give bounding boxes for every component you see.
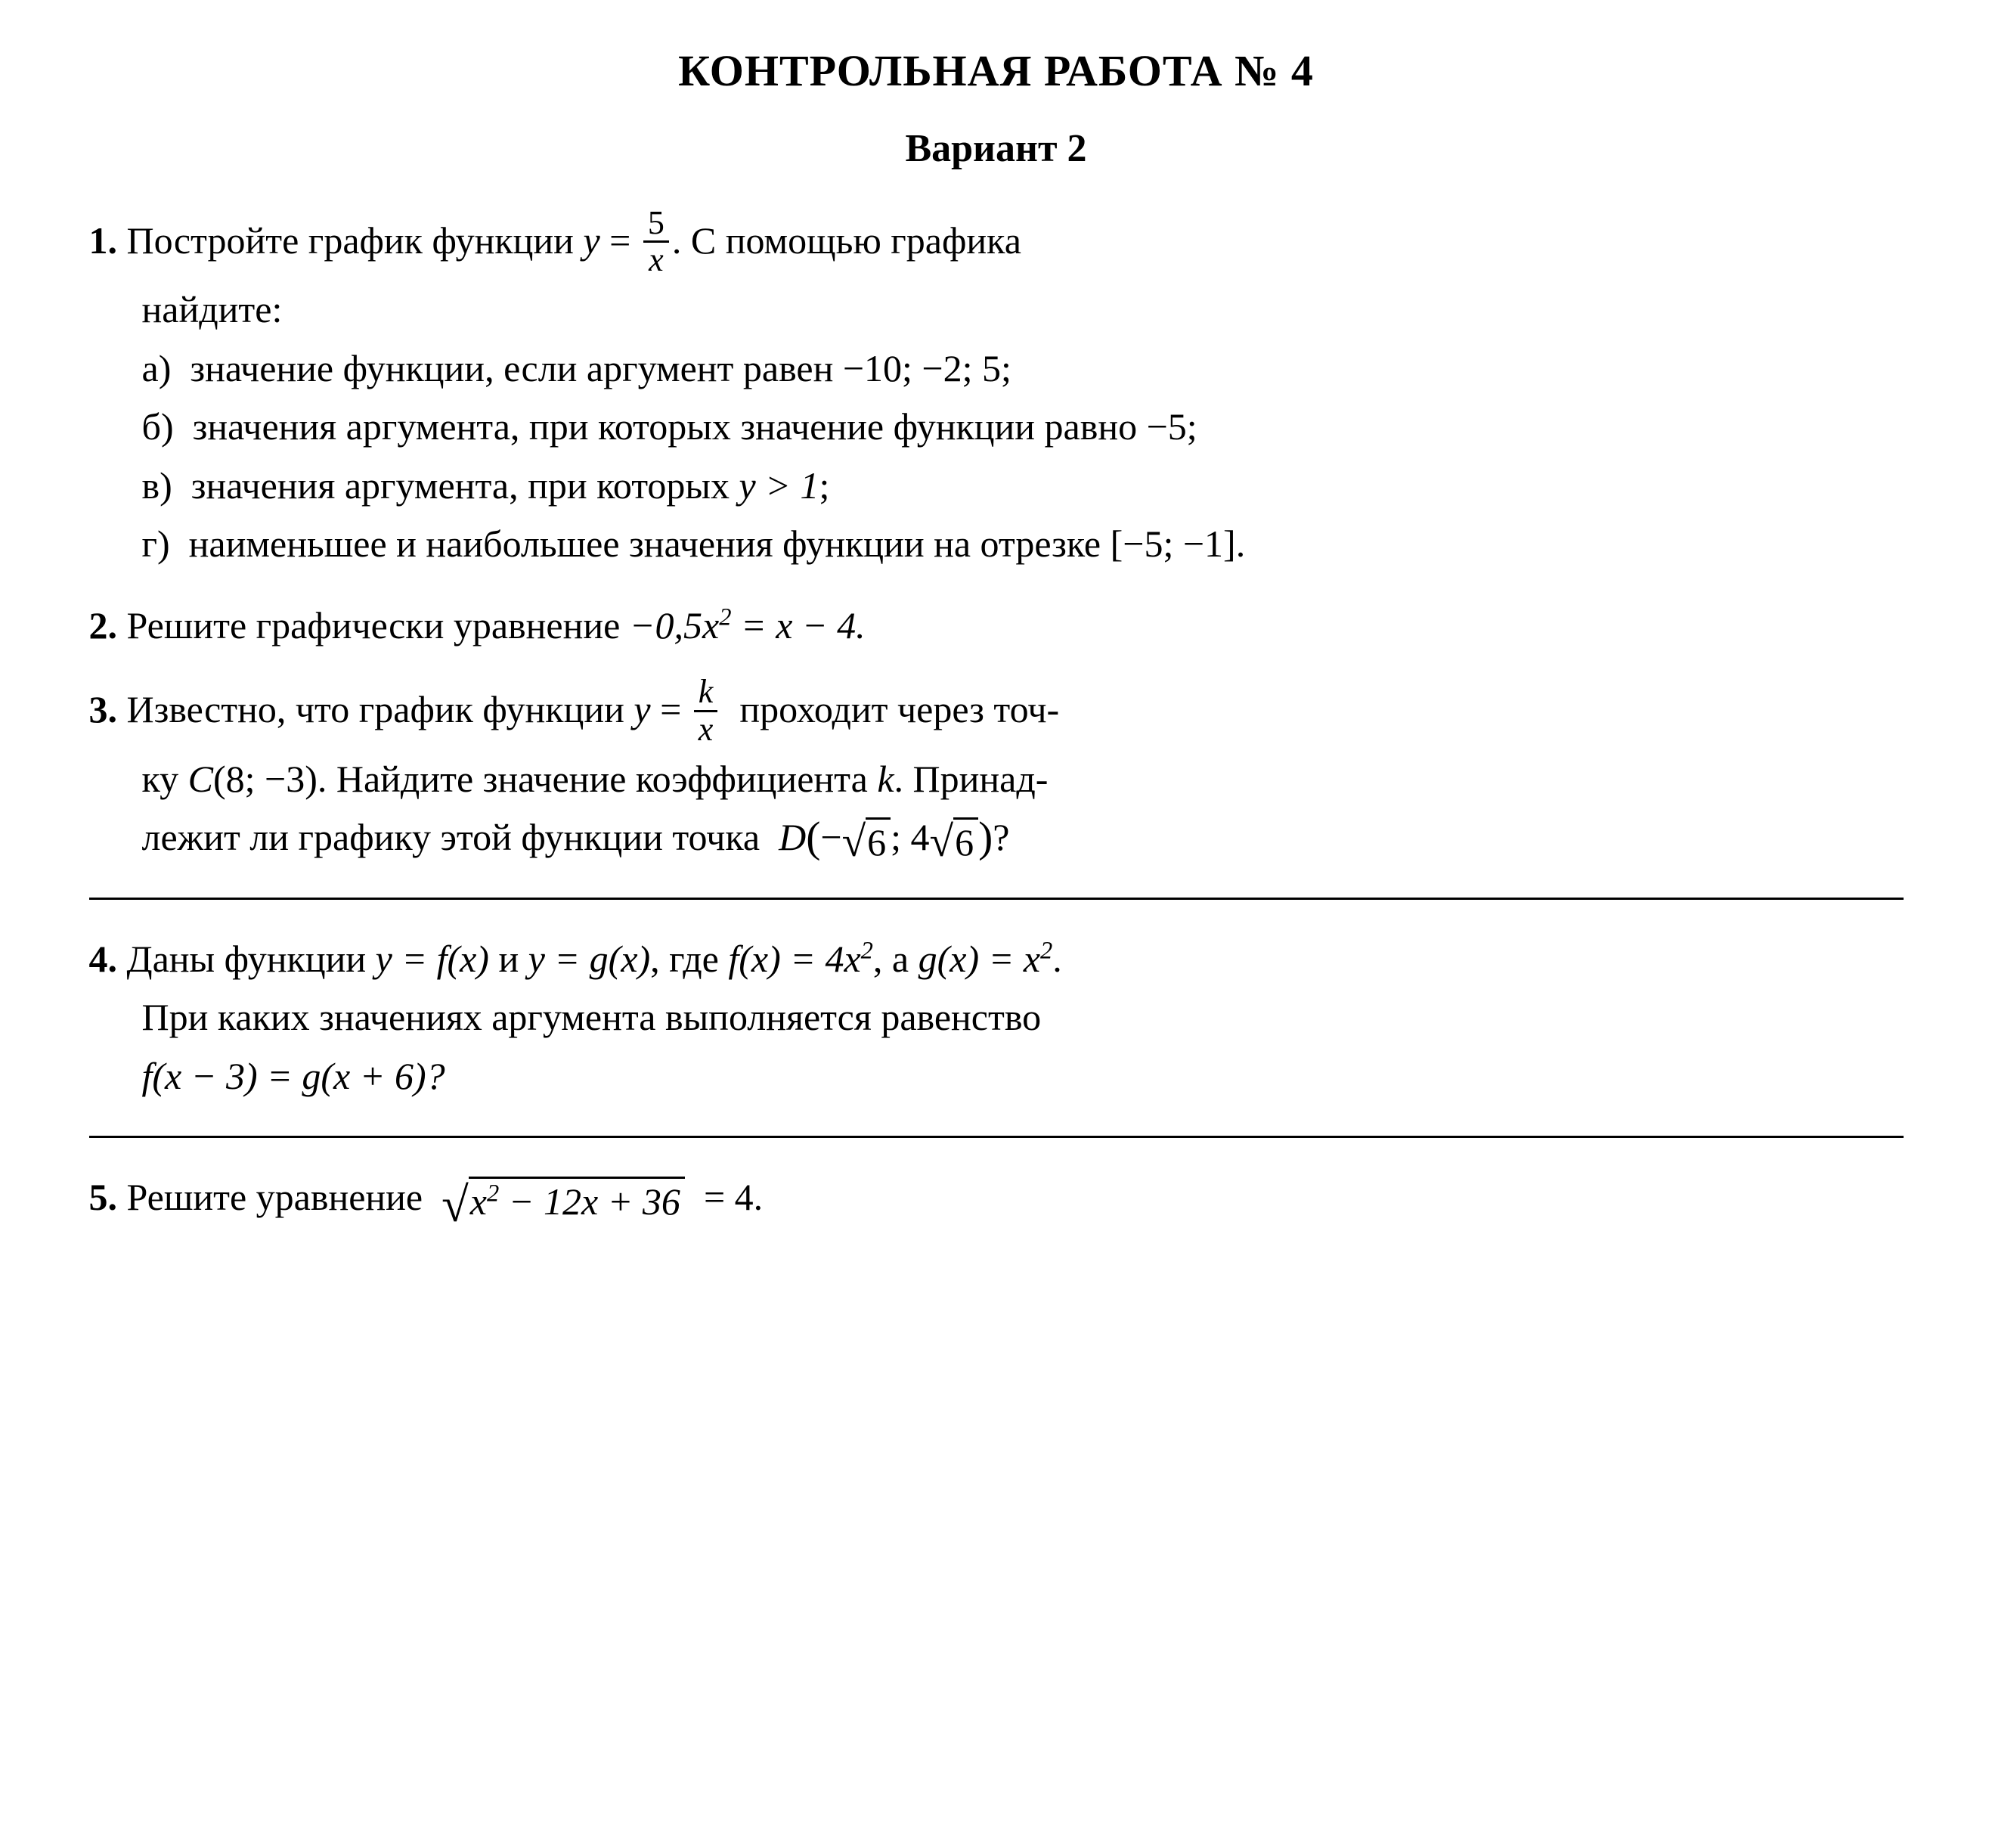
sqrt: √x2 − 12x + 36: [441, 1177, 685, 1226]
math-expr: f(x − 3) = g(x + 6)?: [89, 1047, 1904, 1106]
variant-subtitle: Вариант 2: [89, 126, 1904, 171]
math-eq: =: [600, 219, 640, 262]
problem-text: . С помощью графика: [672, 219, 1021, 262]
problem-number: 4.: [89, 938, 118, 980]
math-eq: =: [651, 689, 691, 731]
subitem-b: б) значения аргумента, при которых значе…: [135, 398, 1904, 457]
problem-2: 2. Решите графически уравнение −0,5x2 = …: [89, 597, 1904, 656]
subitem-text: значения аргумента, при которых: [191, 464, 739, 507]
subitem-text: наименьшее и наибольшее значения функции…: [189, 522, 1246, 565]
coord-sep: ; 4: [891, 816, 929, 858]
subitem-label: г): [142, 522, 170, 565]
fraction: 5x: [643, 206, 669, 278]
page-title: КОНТРОЛЬНАЯ РАБОТА № 4: [89, 45, 1904, 96]
math-var: y: [583, 219, 599, 262]
subitem-label: в): [142, 464, 172, 507]
math-expr: y = f(x): [376, 938, 489, 980]
problem-text: Постройте график функции: [127, 219, 584, 262]
problem-3: 3. Известно, что график функции y = kx п…: [89, 677, 1904, 867]
neg-sign: −: [820, 816, 841, 858]
problem-text: Найдите значение коэффициента: [336, 758, 877, 800]
subitem-a: а) значение функции, если аргумент равен…: [135, 340, 1904, 398]
divider: [89, 898, 1904, 900]
problem-1: 1. Постройте график функции y = 5x. С по…: [89, 209, 1904, 574]
divider: [89, 1136, 1904, 1138]
subitem-text: ;: [819, 464, 829, 507]
radical-icon: √: [930, 820, 954, 868]
problem-text: и: [489, 938, 528, 980]
math-var: k: [877, 758, 894, 800]
math-expr: y > 1: [739, 464, 819, 507]
sqrt: √6: [842, 817, 891, 865]
radicand: 6: [953, 817, 978, 865]
math-rhs: = 4.: [694, 1176, 763, 1218]
point-coords: (8; −3).: [213, 758, 336, 800]
fraction-num: 5: [643, 206, 669, 243]
problem-text: Даны функции: [127, 938, 376, 980]
problem-text: лежит ли графику этой функции точка: [142, 816, 770, 858]
problem-text: Решите графически уравнение: [127, 604, 630, 646]
problem-4: 4. Даны функции y = f(x) и y = g(x), где…: [89, 930, 1904, 1106]
subitem-v: в) значения аргумента, при которых y > 1…: [135, 457, 1904, 516]
problem-text: ку: [142, 758, 188, 800]
sqrt: √6: [930, 817, 979, 865]
point-label: D: [779, 816, 806, 858]
fraction-num: k: [694, 674, 718, 712]
math-expr: f(x) = 4x2: [728, 938, 873, 980]
problem-line: При каких значениях аргумента выполняетс…: [89, 988, 1904, 1047]
point-label: C: [188, 758, 213, 800]
fraction-den: x: [643, 243, 669, 278]
math-expr: y = g(x): [528, 938, 650, 980]
problem-text: Известно, что график функции: [127, 689, 634, 731]
fraction: kx: [694, 674, 718, 746]
math-expr: −0,5x2 = x − 4.: [630, 604, 866, 646]
problem-text: .: [1052, 938, 1062, 980]
problem-text: . Принад-: [894, 758, 1049, 800]
problem-number: 5.: [89, 1176, 118, 1218]
paren-open: (: [806, 814, 820, 861]
subitem-g: г) наименьшее и наибольшее значения функ…: [135, 515, 1904, 574]
radical-icon: √: [842, 820, 866, 868]
math-expr: g(x) = x2: [919, 938, 1053, 980]
problem-line: лежит ли графику этой функции точка D(−√…: [89, 808, 1904, 867]
problem-number: 2.: [89, 604, 118, 646]
paren-close: ): [978, 814, 993, 861]
problem-text: ?: [993, 816, 1009, 858]
problem-number: 3.: [89, 689, 118, 731]
problem-5: 5. Решите уравнение √x2 − 12x + 36 = 4.: [89, 1168, 1904, 1227]
radical-icon: √: [441, 1181, 469, 1230]
subitem-text: значение функции, если аргумент равен −1…: [190, 347, 1011, 389]
problem-line: ку C(8; −3). Найдите значение коэффициен…: [89, 750, 1904, 809]
fraction-den: x: [694, 712, 718, 747]
problem-number: 1.: [89, 219, 118, 262]
problem-text: найдите:: [89, 281, 1904, 340]
problem-text: Решите уравнение: [127, 1176, 432, 1218]
subitem-label: а): [142, 347, 172, 389]
radicand: x2 − 12x + 36: [469, 1177, 685, 1226]
problem-text: , а: [873, 938, 919, 980]
problem-text: проходит через точ-: [730, 689, 1059, 731]
worksheet-page: КОНТРОЛЬНАЯ РАБОТА № 4 Вариант 2 1. Пост…: [89, 45, 1904, 1227]
radicand: 6: [866, 817, 891, 865]
subitem-label: б): [142, 405, 174, 448]
problem-text: , где: [650, 938, 728, 980]
math-var: y: [634, 689, 650, 731]
subitem-text: значения аргумента, при которых значение…: [193, 405, 1197, 448]
